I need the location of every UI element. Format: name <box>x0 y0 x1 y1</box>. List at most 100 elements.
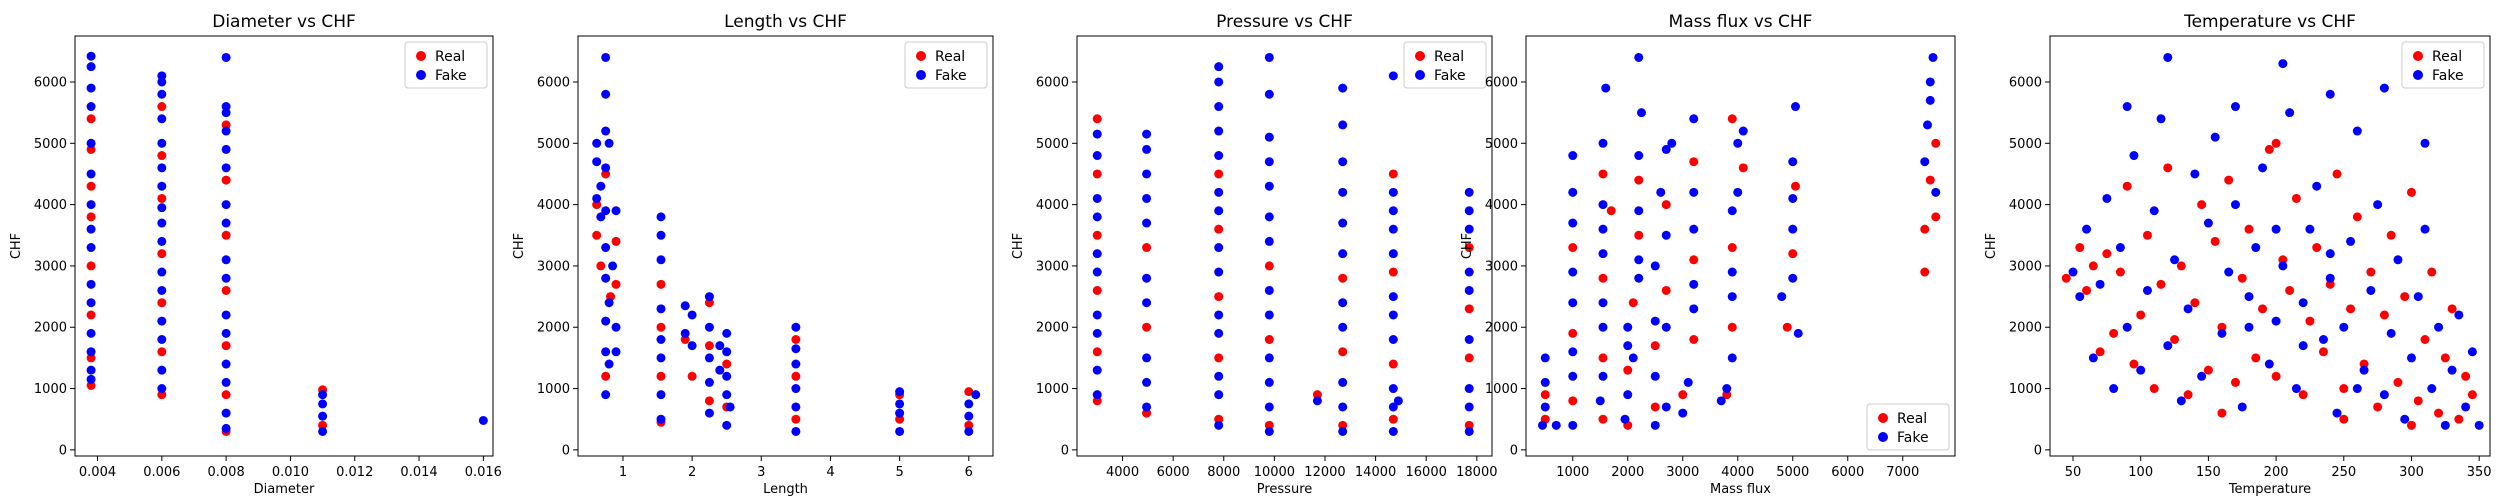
point-fake <box>86 243 96 253</box>
axes-frame <box>2049 35 2491 457</box>
point-real <box>1338 347 1348 357</box>
x-tick-label: 0.010 <box>272 465 309 480</box>
point-fake <box>2244 292 2254 302</box>
point-fake <box>601 163 611 173</box>
point-fake <box>1661 322 1671 332</box>
y-tick-label: 0 <box>59 443 67 458</box>
point-fake <box>2325 89 2335 99</box>
point-fake <box>1092 129 1102 139</box>
point-real <box>1568 328 1578 338</box>
point-real <box>2352 212 2362 222</box>
x-axis-label: Temperature <box>2228 482 2311 497</box>
point-fake <box>1264 310 1274 320</box>
point-fake <box>2115 243 2125 253</box>
point-real <box>2163 163 2173 173</box>
point-fake <box>1338 377 1348 387</box>
x-tick-label: 50 <box>2065 465 2082 480</box>
point-real <box>2467 390 2477 400</box>
point-real <box>2170 335 2180 345</box>
point-fake <box>1568 267 1578 277</box>
point-fake <box>2346 236 2356 246</box>
point-fake <box>86 279 96 289</box>
point-fake <box>2082 224 2092 234</box>
point-fake <box>704 322 714 332</box>
point-fake <box>1142 144 1152 154</box>
point-fake <box>2264 359 2274 369</box>
point-fake <box>221 255 231 265</box>
point-fake <box>2251 243 2261 253</box>
point-fake <box>157 365 167 375</box>
point-fake <box>2366 285 2376 295</box>
point-fake <box>722 347 732 357</box>
point-fake <box>1092 390 1102 400</box>
point-real <box>1464 243 1474 253</box>
point-real <box>1568 243 1578 253</box>
point-fake <box>221 126 231 136</box>
point-fake <box>2190 169 2200 179</box>
point-fake <box>2420 224 2430 234</box>
point-real <box>86 310 96 320</box>
point-fake <box>1214 310 1224 320</box>
point-fake <box>1214 371 1224 381</box>
point-fake <box>1464 335 1474 345</box>
point-real <box>86 212 96 222</box>
y-tick-label: 1000 <box>537 382 570 397</box>
point-real <box>2122 181 2132 191</box>
point-fake <box>2352 126 2362 136</box>
point-fake <box>2325 249 2335 259</box>
point-fake <box>2088 353 2098 363</box>
chart-title: Pressure vs CHF <box>1216 12 1353 32</box>
y-tick-label: 5000 <box>1036 137 1069 152</box>
point-fake <box>1264 236 1274 246</box>
point-real <box>791 371 801 381</box>
x-tick-label: 0.004 <box>79 465 116 480</box>
point-fake <box>1264 181 1274 191</box>
point-real <box>2061 273 2071 283</box>
point-fake <box>791 426 801 436</box>
data-points <box>592 52 981 436</box>
point-fake <box>1214 243 1224 253</box>
point-fake <box>1464 426 1474 436</box>
point-fake <box>221 273 231 283</box>
point-fake <box>1777 292 1787 302</box>
point-fake <box>157 203 167 213</box>
point-fake <box>1623 322 1633 332</box>
point-real <box>157 298 167 308</box>
point-fake <box>157 335 167 345</box>
point-fake <box>2467 347 2477 357</box>
point-fake <box>2237 402 2247 412</box>
point-fake <box>1338 322 1348 332</box>
x-tick-label: 150 <box>2196 465 2221 480</box>
point-real <box>2413 396 2423 406</box>
x-tick-label: 0.016 <box>465 465 502 480</box>
point-real <box>157 249 167 259</box>
point-fake <box>656 390 666 400</box>
point-fake <box>704 292 714 302</box>
point-real <box>1634 230 1644 240</box>
point-fake <box>2224 267 2234 277</box>
point-fake <box>221 218 231 228</box>
point-fake <box>1312 396 1322 406</box>
point-fake <box>1388 292 1398 302</box>
point-fake <box>1793 328 1803 338</box>
legend: Real Fake <box>904 41 988 89</box>
point-fake <box>1214 151 1224 161</box>
point-real <box>2332 169 2342 179</box>
point-fake <box>1464 187 1474 197</box>
point-fake <box>592 138 602 148</box>
point-real <box>2129 359 2139 369</box>
point-fake <box>1092 365 1102 375</box>
point-fake <box>1683 377 1693 387</box>
point-fake <box>1650 316 1660 326</box>
point-fake <box>1650 371 1660 381</box>
legend-label-fake: Fake <box>1434 68 1466 84</box>
point-real <box>1623 365 1633 375</box>
point-fake <box>1623 341 1633 351</box>
point-fake <box>895 387 905 397</box>
point-fake <box>592 157 602 167</box>
point-fake <box>656 414 666 424</box>
x-tick-label: 4 <box>826 465 834 480</box>
point-fake <box>1634 273 1644 283</box>
point-fake <box>1142 273 1152 283</box>
